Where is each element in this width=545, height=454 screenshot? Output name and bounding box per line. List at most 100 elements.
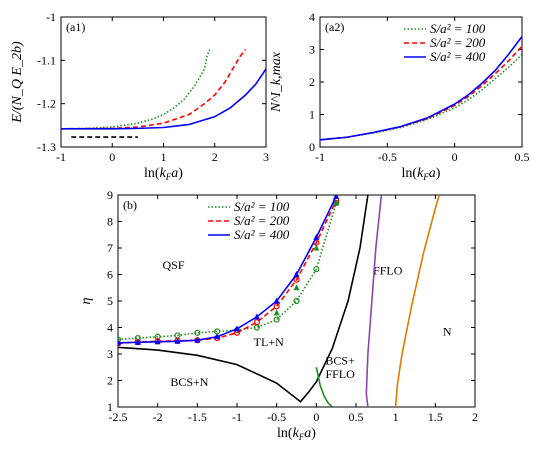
data-point (293, 297, 300, 305)
data-point (154, 338, 161, 345)
x-tick-label: 0.5 (515, 150, 530, 164)
legend-label: S/a² = 100 (430, 21, 486, 36)
x-tick-label: -1.5 (188, 410, 207, 424)
x-tick-label: 1 (393, 410, 399, 424)
series-line (61, 49, 247, 130)
y-axis-label: η (79, 297, 94, 304)
series-line (320, 45, 522, 141)
plot-frame (319, 16, 523, 148)
x-axis-label: ln(kFa) (402, 166, 441, 182)
data-point (333, 199, 340, 206)
data-point (214, 328, 221, 335)
data-point (194, 336, 201, 343)
y-tick-label: 8 (107, 215, 113, 229)
x-axis-label: ln(kFa) (144, 166, 183, 182)
data-point (273, 309, 280, 316)
panel-label: (a1) (66, 20, 85, 34)
data-point (118, 339, 121, 346)
y-tick-label: 2 (107, 374, 113, 388)
data-point (313, 266, 320, 273)
data-point (174, 337, 181, 344)
series-line (61, 68, 266, 130)
y-tick-label: 4 (309, 10, 315, 24)
data-point (118, 336, 122, 343)
y-tick-label: 1 (309, 108, 315, 122)
y-tick-label: 9 (107, 188, 113, 202)
x-tick-label: 2 (472, 410, 478, 424)
series-line (394, 195, 441, 407)
x-tick-label: 1.5 (428, 410, 443, 424)
data-point (293, 276, 300, 283)
data-point (333, 195, 340, 199)
legend-label: S/a² = 400 (234, 227, 290, 242)
data-point (273, 297, 280, 304)
region-label: N (443, 324, 452, 338)
x-tick-label: -1 (56, 150, 66, 164)
x-tick-label: 0 (313, 410, 319, 424)
x-tick-label: 0 (109, 150, 115, 164)
region-label: BCS+N (170, 375, 208, 389)
legend-label: S/a² = 100 (234, 199, 290, 214)
x-tick-label: -2.5 (109, 410, 128, 424)
series-line (365, 195, 383, 407)
x-tick-label: 2 (212, 150, 218, 164)
y-tick-label: 3 (309, 43, 315, 57)
data-point (313, 244, 320, 251)
data-point (273, 303, 280, 310)
y-tick-label: 1 (107, 400, 113, 414)
data-point (234, 325, 240, 332)
panel-a2: -1 -0.5 0 0.5 0 1 2 3 4 ln(kFa) N^I_k,max (a2) S/a² … (269, 10, 530, 182)
x-tick-label: -0.5 (378, 150, 397, 164)
y-axis-label: N^I_k,max (269, 51, 284, 113)
data-point (293, 284, 300, 291)
y-axis-label: E/(N_Q E_2b) (10, 41, 25, 124)
x-tick-label: -1 (232, 410, 242, 424)
series-line (320, 53, 522, 141)
region-label: QSF (163, 258, 185, 272)
y-tick-label: -1 (46, 10, 56, 24)
region-label: BCS+ (325, 354, 355, 368)
series-line (118, 195, 337, 344)
series-group (320, 36, 522, 141)
series-line (315, 367, 333, 407)
x-tick-label: 1 (161, 150, 167, 164)
series-group (118, 195, 441, 407)
region-label: FFLO (373, 264, 403, 278)
panel-b: -2.5 -2 -1.5 -1 -0.5 0 0.5 1 1.5 2 1 2 3 4 5 6 7 8 9 ln(kFa… (79, 188, 478, 442)
data-point (253, 319, 260, 326)
data-point (313, 233, 320, 240)
series-line (61, 49, 211, 130)
panel-label: (a2) (325, 20, 344, 34)
y-tick-label: 5 (107, 294, 113, 308)
region-label: FFLO (325, 367, 355, 381)
y-tick-label: -1.1 (37, 53, 56, 67)
series-line (320, 36, 522, 141)
series-group (61, 49, 266, 138)
y-tick-label: 0 (309, 140, 315, 154)
x-tick-label: -0.5 (267, 410, 286, 424)
x-tick-label: 3 (263, 150, 269, 164)
x-tick-label: -1 (315, 150, 325, 164)
series-line (118, 195, 369, 403)
series-line (118, 202, 337, 341)
data-point (194, 329, 201, 336)
data-point (293, 271, 300, 277)
panel-label: (b) (123, 198, 137, 212)
y-tick-label: -1.3 (37, 140, 56, 154)
y-tick-label: 2 (309, 75, 315, 89)
y-tick-label: 4 (107, 321, 113, 335)
x-tick-label: 0.5 (349, 410, 364, 424)
legend-label: S/a² = 200 (430, 35, 486, 50)
y-tick-label: -1.2 (37, 97, 56, 111)
region-label: TL+N (254, 335, 284, 349)
y-tick-label: 6 (107, 268, 113, 282)
y-tick-label: 7 (107, 241, 113, 255)
panel-a1: -1 0 1 2 3 -1 -1.1 -1.2 -1.3 ln(kFa) E/(N_Q E_2b) (… (10, 10, 269, 182)
legend-label: S/a² = 400 (430, 49, 486, 64)
y-tick-label: 3 (107, 347, 113, 361)
x-axis-label: ln(kFa) (277, 426, 316, 442)
legend-label: S/a² = 200 (234, 213, 290, 228)
data-point (134, 338, 141, 345)
data-point (253, 313, 260, 320)
